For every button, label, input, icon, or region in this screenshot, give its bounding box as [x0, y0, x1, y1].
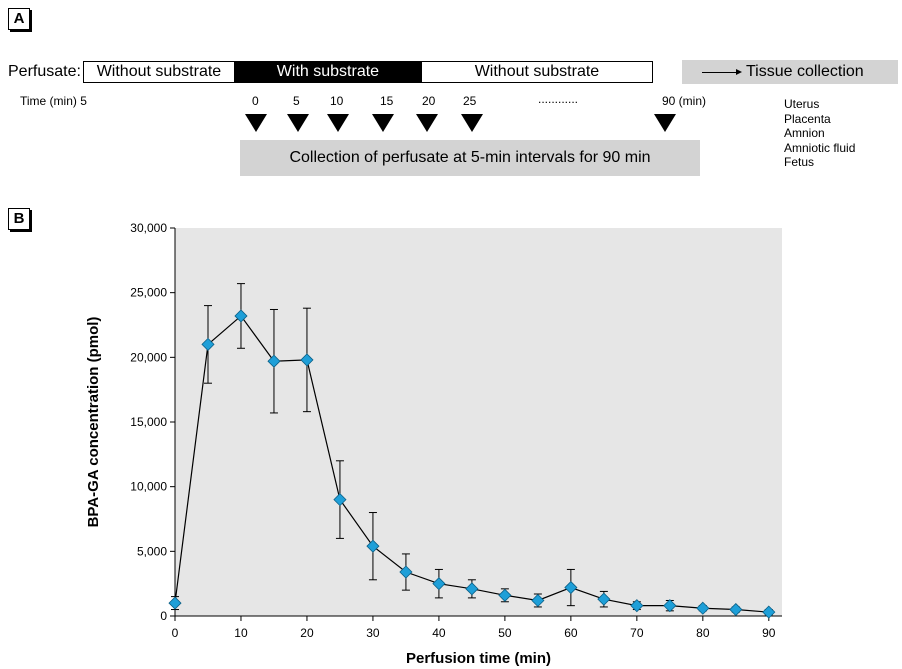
tissue-item: Uterus — [784, 97, 820, 111]
data-point — [465, 582, 479, 596]
y-tick-label: 5,000 — [137, 544, 167, 558]
data-point — [663, 599, 677, 613]
data-point — [729, 602, 743, 617]
x-tick-label: 0 — [172, 626, 179, 640]
condition-without-substrate-2: Without substrate — [420, 61, 653, 83]
data-point — [333, 493, 347, 507]
y-tick-label: 0 — [160, 609, 167, 623]
plot-area — [175, 228, 782, 616]
data-point — [432, 577, 446, 591]
data-point — [399, 565, 413, 579]
data-point — [234, 309, 248, 323]
data-point — [597, 592, 611, 606]
y-tick-label: 25,000 — [130, 286, 167, 300]
sample-marker-icon — [372, 114, 394, 132]
perfusate-row: Perfusate: Without substrate With substr… — [8, 60, 653, 84]
sample-marker-icon — [245, 114, 267, 132]
sample-marker-icon — [416, 114, 438, 132]
data-point — [762, 605, 776, 619]
x-tick-label: 90 — [762, 626, 776, 640]
time-point: 20 — [422, 94, 436, 108]
tissue-item: Fetus — [784, 155, 815, 170]
y-tick-label: 20,000 — [130, 350, 167, 364]
data-point — [201, 337, 215, 351]
y-axis-label: BPA-GA concentration (pmol) — [85, 317, 102, 528]
x-tick-label: 30 — [366, 626, 380, 640]
data-point — [630, 599, 644, 613]
panel-b-label: B — [8, 208, 30, 230]
x-tick-label: 40 — [432, 626, 446, 640]
tissue-collection-box: Tissue collection — [682, 60, 898, 84]
sample-marker-icon — [327, 114, 349, 132]
x-tick-label: 20 — [300, 626, 314, 640]
time-point: 0 — [252, 94, 259, 108]
sample-marker-icon — [461, 114, 483, 132]
perfusate-label: Perfusate: — [8, 63, 81, 80]
data-point — [531, 593, 545, 608]
y-tick-label: 10,000 — [130, 480, 167, 494]
data-point — [696, 601, 710, 615]
sample-marker-icon — [654, 114, 676, 132]
tissue-item: Placenta — [784, 111, 831, 126]
tissue-item: Amniotic fluid — [784, 140, 856, 155]
time-dots: ............ — [538, 92, 579, 106]
data-point — [300, 353, 314, 367]
data-point — [564, 580, 578, 595]
arrow-right-icon — [702, 68, 742, 75]
time-point: 10 — [330, 94, 344, 108]
tissue-collection-label: Tissue collection — [746, 63, 864, 80]
condition-without-substrate-1: Without substrate — [82, 61, 235, 83]
data-point — [366, 539, 380, 553]
x-tick-label: 70 — [630, 626, 644, 640]
sample-marker-icon — [287, 114, 309, 132]
time-label: Time (min) 5 — [20, 94, 87, 108]
condition-with-substrate: With substrate — [234, 61, 421, 83]
data-point — [498, 588, 512, 602]
panel-a-label: A — [8, 8, 30, 30]
time-point: 15 — [380, 94, 394, 108]
y-tick-label: 15,000 — [130, 415, 167, 429]
x-tick-label: 10 — [234, 626, 248, 640]
time-point: 25 — [463, 94, 477, 108]
data-point — [267, 354, 281, 368]
x-tick-label: 80 — [696, 626, 710, 640]
y-tick-label: 30,000 — [130, 221, 167, 235]
time-end: 90 (min) — [662, 94, 707, 108]
x-tick-label: 60 — [564, 626, 578, 640]
collection-box: Collection of perfusate at 5-min interva… — [240, 140, 700, 176]
x-axis-label: Perfusion time (min) — [406, 650, 551, 667]
data-point — [168, 596, 182, 610]
tissue-item: Amnion — [784, 126, 825, 141]
time-point: 5 — [293, 94, 300, 108]
tissue-list: Uterus Placenta Amnion Amniotic fluid Fe… — [784, 97, 855, 170]
x-tick-label: 50 — [498, 626, 512, 640]
